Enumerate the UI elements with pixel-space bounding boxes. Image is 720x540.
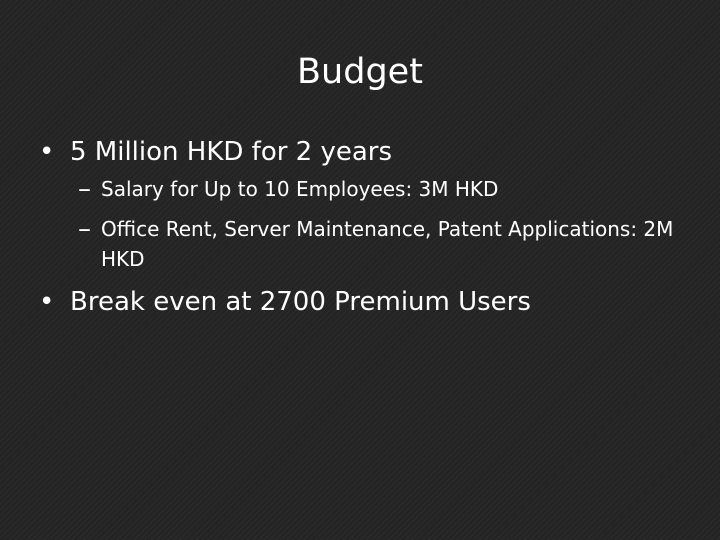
bullet-text: 5 Million HKD for 2 years <box>70 137 393 167</box>
bullet-dot-icon: • <box>39 137 55 167</box>
sub-bullet-list: – Salary for Up to 10 Employees: 3M HKD … <box>70 174 686 274</box>
dash-icon: – <box>78 214 91 244</box>
bullet-item: • Break even at 2700 Premium Users <box>36 284 686 320</box>
sub-bullet-text: Office Rent, Server Maintenance, Patent … <box>101 217 674 271</box>
bullet-item: • 5 Million HKD for 2 years – Salary for… <box>36 134 686 274</box>
bullet-list: • 5 Million HKD for 2 years – Salary for… <box>36 134 686 320</box>
sub-bullet-item: – Salary for Up to 10 Employees: 3M HKD <box>70 174 686 204</box>
bullet-dot-icon: • <box>39 287 55 317</box>
sub-bullet-text: Salary for Up to 10 Employees: 3M HKD <box>101 177 499 201</box>
slide-title: Budget <box>297 52 423 92</box>
dash-icon: – <box>78 174 91 204</box>
sub-bullet-item: – Office Rent, Server Maintenance, Paten… <box>70 214 686 274</box>
bullet-text: Break even at 2700 Premium Users <box>70 287 531 317</box>
